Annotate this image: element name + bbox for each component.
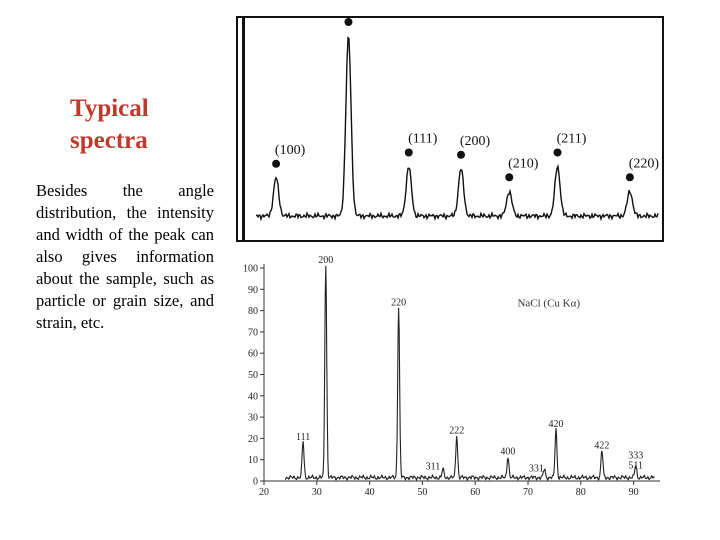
peak-label: 511 [628, 461, 643, 472]
y-tick-label: 60 [248, 349, 258, 360]
spectrum-trace [255, 36, 659, 222]
nacl-xrd-spectrum-chart: 0 10 20 30 40 50 60 70 80 90 100 20 30 40 50 60 70 80 90 11… [243, 255, 660, 498]
peak-label: 420 [548, 419, 563, 430]
peak-label: 331 [529, 463, 544, 474]
x-tick-label: 70 [523, 487, 533, 498]
peak-marker [272, 159, 281, 168]
peak-label: (100) [275, 143, 306, 158]
peak-marker [625, 173, 634, 182]
peak-label: (220) [629, 156, 660, 171]
spectrum-trace [284, 265, 655, 482]
peak-label: 422 [594, 440, 609, 451]
peak-label: 311 [426, 461, 441, 472]
y-tick-label: 100 [243, 264, 258, 275]
y-tick-label: 30 [248, 413, 258, 424]
peak-label: (111) [408, 132, 438, 147]
y-tick-label: 70 [248, 327, 258, 338]
peak-label: 333 [628, 451, 643, 462]
bcc-xrd-spectrum-image: (100)(110)(111)(200)(210)(211)(220) [236, 16, 664, 242]
peak-label: 200 [318, 255, 333, 266]
peak-label: 220 [391, 298, 406, 309]
slide-title: Typical spectra [70, 93, 210, 157]
y-tick-label: 50 [248, 370, 258, 381]
title-line-2: spectra [70, 127, 148, 154]
x-tick-label: 30 [312, 487, 322, 498]
title-line-1: Typical [70, 95, 149, 122]
y-tick-label: 10 [248, 455, 258, 466]
x-tick-label: 90 [629, 487, 639, 498]
y-tick-label: 80 [248, 306, 258, 317]
x-tick-label: 20 [259, 487, 269, 498]
x-tick-label: 60 [470, 487, 480, 498]
peak-label: 400 [500, 447, 515, 458]
slide-body-text: Besides the angle distribution, the inte… [36, 181, 214, 332]
y-tick-label: 40 [248, 391, 258, 402]
peak-marker [404, 148, 413, 157]
peak-marker [344, 18, 353, 26]
peak-label: (211) [557, 132, 587, 147]
bcc-xrd-spectrum-chart: (100)(110)(111)(200)(210)(211)(220) [255, 18, 660, 222]
x-tick-label: 80 [576, 487, 586, 498]
peak-marker [457, 150, 466, 159]
peak-marker [553, 148, 562, 157]
nacl-xrd-spectrum: 0 10 20 30 40 50 60 70 80 90 100 20 30 40 50 60 70 80 90 11… [232, 252, 662, 502]
peak-label: 111 [296, 432, 310, 443]
y-tick-label: 20 [248, 434, 258, 445]
peak-label: 222 [449, 425, 464, 436]
chart-annotation: NaCl (Cu Kα) [517, 297, 580, 309]
y-tick-label: 0 [253, 477, 258, 488]
x-tick-label: 40 [365, 487, 375, 498]
y-tick-label: 90 [248, 285, 258, 296]
peak-label: (210) [508, 156, 539, 171]
image-edge-bar [242, 18, 245, 240]
peak-label: (200) [460, 134, 491, 149]
x-tick-label: 50 [417, 487, 427, 498]
peak-marker [505, 173, 514, 182]
